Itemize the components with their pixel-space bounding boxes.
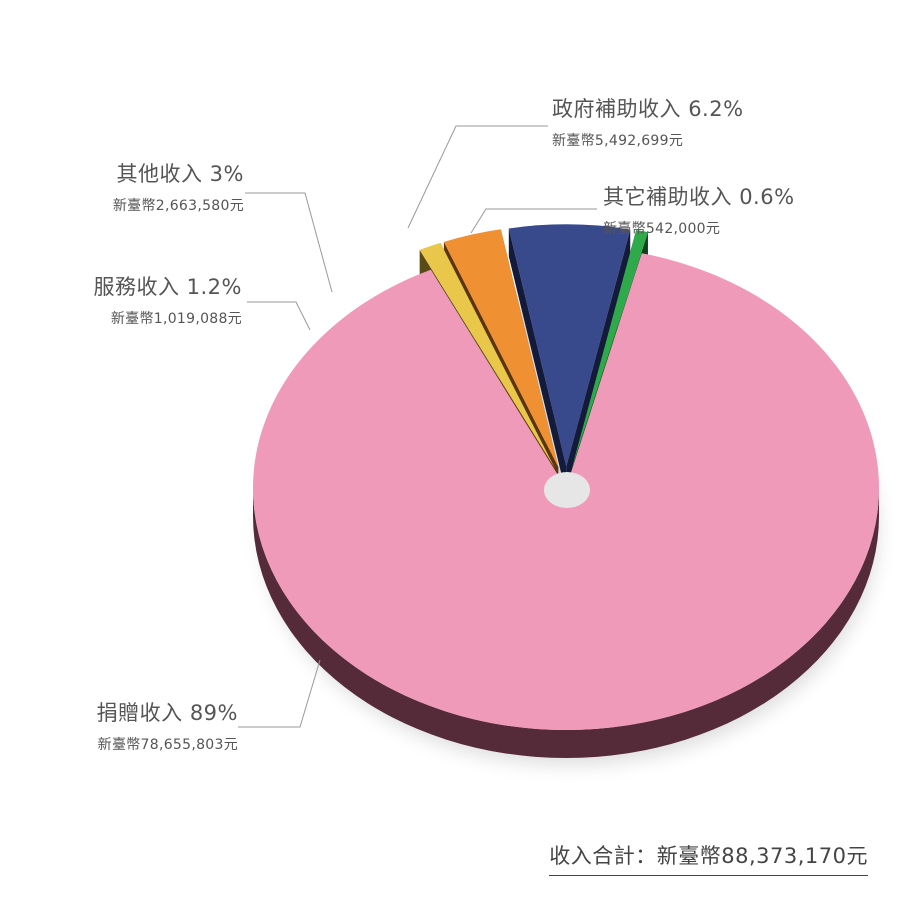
slice-other <box>443 229 559 468</box>
leader-line-other <box>245 192 333 293</box>
leader-line-government-grant <box>407 125 548 229</box>
slice-label-government-grant: 政府補助收入 6.2% 新臺幣5,492,699元 <box>552 96 744 151</box>
slice-amount-other-grant: 新臺幣542,000元 <box>603 221 721 237</box>
slice-label-donation: 捐贈收入 89% 新臺幣78,655,803元 <box>97 700 238 755</box>
slice-label-service: 服務收入 1.2% 新臺幣1,019,088元 <box>93 274 242 329</box>
slice-title-service: 服務收入 1.2% <box>93 275 242 299</box>
slice-service <box>419 242 555 469</box>
slice-amount-other: 新臺幣2,663,580元 <box>112 198 244 214</box>
slice-label-other: 其他收入 3% 新臺幣2,663,580元 <box>113 161 244 216</box>
slice-government-grant <box>508 224 631 467</box>
slice-amount-donation: 新臺幣78,655,803元 <box>97 737 238 753</box>
slice-title-other-grant: 其它補助收入 0.6% <box>603 185 795 209</box>
slice-other-grant <box>572 230 648 467</box>
slice-title-other: 其他收入 3% <box>116 162 244 186</box>
leader-line-service <box>247 301 311 331</box>
slice-amount-government-grant: 新臺幣5,492,699元 <box>552 133 684 149</box>
total-income: 收入合計：新臺幣88,373,170元 <box>549 840 868 876</box>
leader-line-other-grant <box>470 208 597 234</box>
slice-title-government-grant: 政府補助收入 6.2% <box>552 97 744 121</box>
slice-label-other-grant: 其它補助收入 0.6% 新臺幣542,000元 <box>603 184 795 239</box>
pie-center-hole <box>544 472 590 508</box>
slice-3d-government-grant <box>508 228 631 495</box>
leader-line-donation <box>238 659 321 728</box>
slice-amount-service: 新臺幣1,019,088元 <box>110 311 242 327</box>
slice-title-donation: 捐贈收入 89% <box>96 701 238 725</box>
